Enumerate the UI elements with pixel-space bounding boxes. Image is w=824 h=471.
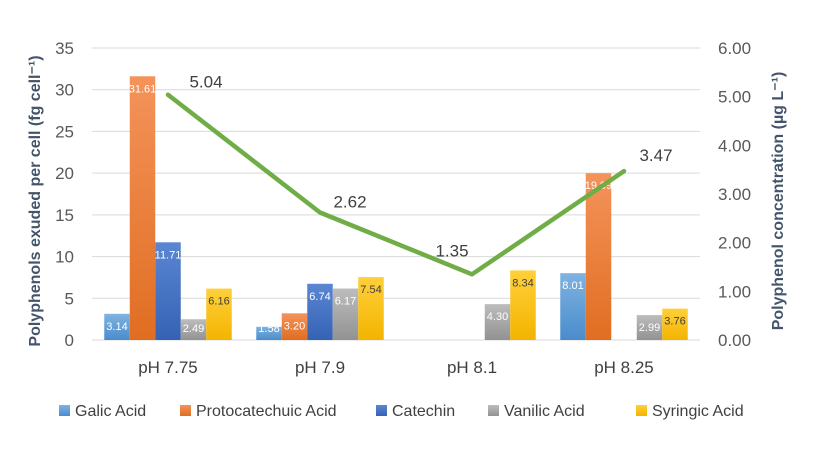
bar bbox=[636, 315, 663, 340]
bar-data-label: 1.58 bbox=[258, 323, 279, 335]
bar bbox=[358, 277, 384, 340]
legend-swatch bbox=[180, 405, 191, 416]
bar-data-label: 4.30 bbox=[487, 311, 508, 323]
legend-item-label: Catechin bbox=[392, 403, 455, 420]
bar-data-label: 6.17 bbox=[335, 296, 356, 308]
y-tick-label: 20 bbox=[55, 164, 74, 183]
bar bbox=[180, 319, 207, 340]
line-labels: 5.04 2.62 1.35 3.47 bbox=[189, 73, 672, 261]
line-data-label: 2.62 bbox=[333, 192, 366, 211]
legend-item-label: Protocatechuic Acid bbox=[196, 403, 337, 420]
bar bbox=[129, 76, 156, 340]
bar bbox=[307, 283, 333, 340]
x-tick-label: pH 7.9 bbox=[295, 358, 345, 377]
legend-item-label: Syringic Acid bbox=[652, 403, 744, 420]
y2-tick-label: 2.00 bbox=[718, 234, 751, 253]
y-tick-label: 35 bbox=[55, 39, 74, 58]
line-series-path bbox=[165, 92, 627, 277]
bar bbox=[560, 273, 586, 340]
line-series bbox=[165, 92, 627, 277]
gridlines bbox=[92, 47, 700, 341]
y2-tick-label: 0.00 bbox=[718, 331, 751, 350]
legend-swatch bbox=[636, 405, 647, 416]
bar bbox=[281, 313, 308, 340]
bar-data-label: 8.01 bbox=[562, 280, 583, 292]
bar bbox=[484, 304, 511, 340]
bar bbox=[662, 308, 688, 340]
y-tick-label: 5 bbox=[65, 289, 74, 308]
y2-tick-label: 5.00 bbox=[718, 88, 751, 107]
y2-axis-title: Polyphenol concentration (µg L⁻¹) bbox=[770, 72, 787, 331]
y2-tick-label: 3.00 bbox=[718, 185, 751, 204]
y2-tick-label: 4.00 bbox=[718, 136, 751, 155]
legend-item-label: Galic Acid bbox=[75, 403, 146, 420]
line-data-label: 3.47 bbox=[639, 146, 672, 165]
bar-data-label: 6.16 bbox=[208, 296, 229, 308]
y-tick-label: 30 bbox=[55, 81, 74, 100]
x-tick-label: pH 8.25 bbox=[594, 358, 654, 377]
line-data-label: 5.04 bbox=[189, 73, 222, 92]
legend: Galic Acid Protocatechuic Acid Catechin Van… bbox=[59, 403, 744, 420]
legend-swatch bbox=[59, 405, 70, 416]
bars bbox=[104, 76, 688, 340]
bar-data-label: 6.74 bbox=[309, 291, 330, 303]
y2-tick-label: 1.00 bbox=[718, 282, 751, 301]
line-data-label: 1.35 bbox=[435, 241, 468, 260]
bar-data-label: 8.34 bbox=[512, 277, 533, 289]
y-axis-title: Polyphenols exuded per cell (fg cell⁻¹) bbox=[27, 55, 44, 346]
bar bbox=[585, 173, 612, 340]
bar-data-label: 3.14 bbox=[106, 321, 127, 333]
bar bbox=[510, 270, 536, 340]
bar-labels: 3.14 31.61 11.71 2.49 6.16 1.58 3.20 6.74 6.17 7.… bbox=[106, 83, 685, 335]
y-axis-ticks: 0 5 10 15 20 25 30 35 bbox=[55, 39, 74, 350]
bar-data-label: 2.99 bbox=[639, 322, 660, 334]
bar-data-label: 31.61 bbox=[129, 83, 157, 95]
bar bbox=[206, 288, 232, 340]
x-tick-label: pH 8.1 bbox=[447, 358, 497, 377]
x-axis-ticks: pH 7.75 pH 7.9 pH 8.1 pH 8.25 bbox=[138, 358, 654, 377]
bar bbox=[332, 288, 359, 340]
legend-swatch bbox=[488, 405, 499, 416]
legend-item-label: Vanilic Acid bbox=[504, 403, 585, 420]
bar-data-label: 7.54 bbox=[360, 284, 381, 296]
y-tick-label: 10 bbox=[55, 248, 74, 267]
legend-swatch bbox=[376, 405, 387, 416]
y2-tick-label: 6.00 bbox=[718, 39, 751, 58]
bar bbox=[256, 326, 282, 340]
bar-data-label: 2.49 bbox=[183, 323, 204, 335]
y-tick-label: 15 bbox=[55, 206, 74, 225]
y-tick-label: 25 bbox=[55, 122, 74, 141]
bar-data-label: 3.76 bbox=[664, 316, 685, 328]
x-tick-label: pH 7.75 bbox=[138, 358, 198, 377]
bar-data-label: 3.20 bbox=[284, 320, 305, 332]
bar-data-label: 11.71 bbox=[155, 249, 182, 261]
bar bbox=[155, 242, 181, 340]
y-tick-label: 0 bbox=[65, 331, 74, 350]
y2-axis-ticks: 0.00 1.00 2.00 3.00 4.00 5.00 6.00 bbox=[718, 39, 751, 350]
bar bbox=[104, 313, 130, 340]
